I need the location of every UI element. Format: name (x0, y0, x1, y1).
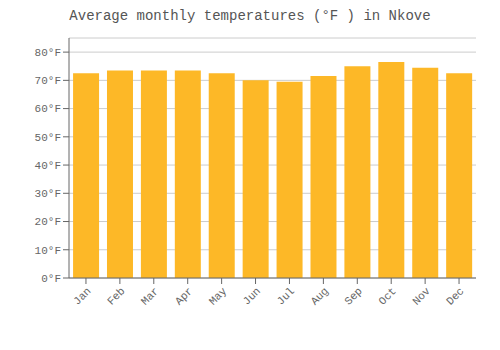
html-text:Average monthly temperatures (: Average monthly temperatures (°F ) in Nk… (69, 8, 431, 24)
svg-text:Jan: Jan (71, 285, 93, 307)
svg-text:Aug: Aug (309, 285, 331, 307)
svg-text:Oct: Oct (376, 285, 398, 307)
svg-text:80°F: 80°F (35, 47, 61, 59)
svg-text:60°F: 60°F (35, 103, 61, 115)
svg-text:Sep: Sep (342, 285, 364, 307)
svg-text:70°F: 70°F (35, 75, 61, 87)
svg-text:Feb: Feb (105, 285, 127, 307)
svg-text:May: May (207, 285, 230, 308)
svg-text:50°F: 50°F (35, 132, 61, 144)
svg-text:Jun: Jun (241, 285, 263, 307)
svg-text:20°F: 20°F (35, 216, 61, 228)
svg-text:30°F: 30°F (35, 188, 61, 200)
svg-text:Apr: Apr (173, 285, 195, 307)
svg-text:Nov: Nov (410, 285, 433, 308)
svg-text:40°F: 40°F (35, 160, 61, 172)
svg-text:Mar: Mar (139, 285, 161, 307)
svg-text:0°F: 0°F (41, 273, 61, 285)
svg-text:Dec: Dec (444, 285, 466, 307)
svg-text:10°F: 10°F (35, 245, 61, 257)
svg-text:Jul: Jul (275, 285, 297, 307)
